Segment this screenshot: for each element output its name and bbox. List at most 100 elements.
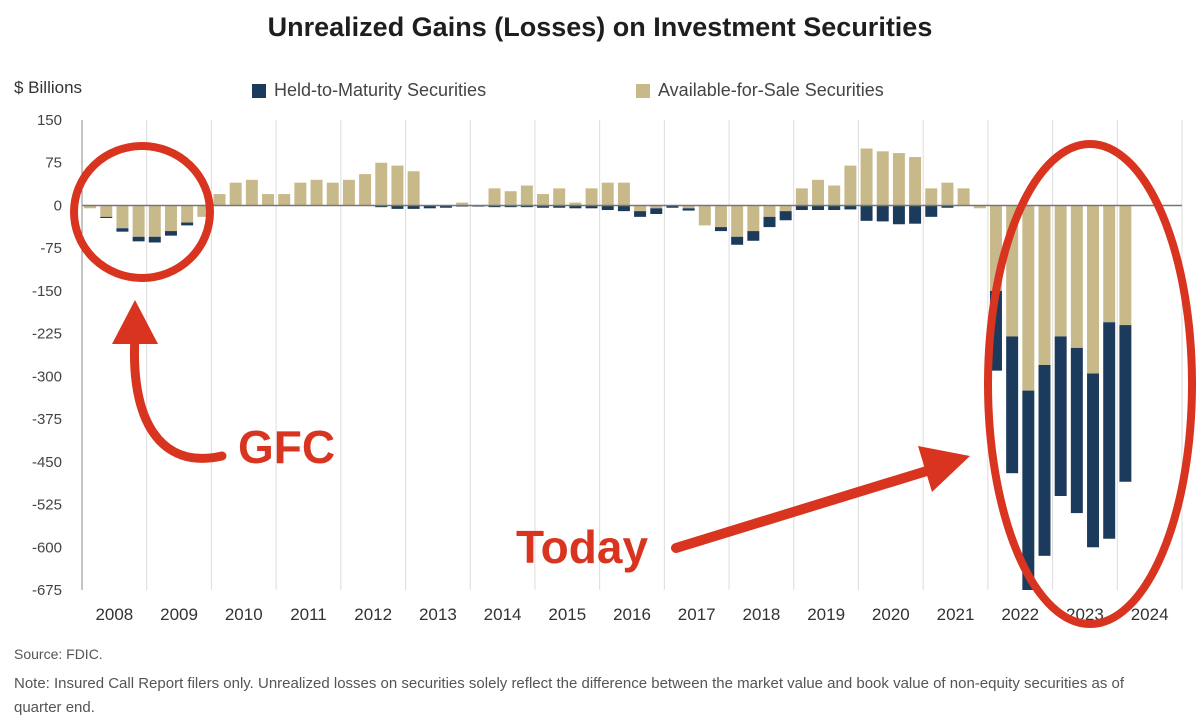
bar-afs xyxy=(391,165,404,206)
legend-item-afs: Available-for-Sale Securities xyxy=(636,80,884,101)
bar-htm xyxy=(1006,336,1019,474)
bar-htm xyxy=(164,231,177,236)
bar-afs xyxy=(456,202,469,206)
bar-afs xyxy=(909,157,922,206)
bar-afs xyxy=(342,179,355,206)
bar-afs xyxy=(148,205,161,237)
x-tick-label: 2019 xyxy=(807,605,845,624)
x-tick-label: 2021 xyxy=(937,605,975,624)
bar-afs xyxy=(1087,205,1100,374)
bar-afs xyxy=(714,205,727,228)
bar-htm xyxy=(132,236,145,242)
bar-htm xyxy=(892,205,905,225)
bar-afs xyxy=(375,162,388,206)
bar-afs xyxy=(1070,205,1083,348)
today-arrow-shaft xyxy=(671,465,935,553)
bar-afs xyxy=(957,188,970,206)
today-highlight-ellipse xyxy=(984,140,1196,628)
y-tick-label: -225 xyxy=(32,326,62,343)
bar-htm xyxy=(731,236,744,245)
annotation-gfc: GFC xyxy=(238,421,336,473)
bar-afs xyxy=(245,179,258,206)
bar-htm xyxy=(1022,390,1035,590)
bar-htm xyxy=(828,205,841,211)
bars xyxy=(84,148,1132,590)
source-note: Source: FDIC. xyxy=(14,646,103,662)
bar-htm xyxy=(1054,336,1067,496)
bar-afs xyxy=(844,165,857,206)
bar-afs xyxy=(682,205,695,209)
annotation-today: Today xyxy=(516,521,649,573)
x-tick-label: 2009 xyxy=(160,605,198,624)
bar-htm xyxy=(876,205,889,222)
bar-afs xyxy=(892,153,905,206)
bar-afs xyxy=(488,188,501,206)
bar-afs xyxy=(860,148,873,206)
bar-afs xyxy=(973,205,986,209)
bar-afs xyxy=(116,205,129,229)
x-tick-label: 2013 xyxy=(419,605,457,624)
bar-afs xyxy=(1006,205,1019,337)
bar-htm xyxy=(553,205,566,208)
bar-htm xyxy=(1070,347,1083,514)
bar-afs xyxy=(763,205,776,217)
bar-htm xyxy=(520,205,533,208)
bar-htm xyxy=(812,205,825,211)
bar-afs xyxy=(100,205,113,217)
x-tick-label: 2008 xyxy=(95,605,133,624)
footnote: Note: Insured Call Report filers only. U… xyxy=(14,675,1125,716)
bar-htm xyxy=(181,222,194,226)
bar-htm xyxy=(537,205,550,208)
bar-afs xyxy=(601,182,614,206)
y-tick-label: -600 xyxy=(32,539,62,556)
bar-afs xyxy=(1022,205,1035,391)
legend-swatch-htm xyxy=(252,83,266,98)
bar-afs xyxy=(634,205,647,212)
bar-htm xyxy=(1087,373,1100,548)
bar-afs xyxy=(1103,205,1116,323)
bar-htm xyxy=(1103,322,1116,539)
bar-htm xyxy=(488,205,501,208)
y-tick-label: 150 xyxy=(37,112,62,129)
bar-htm xyxy=(634,211,647,217)
bar-afs xyxy=(876,151,889,206)
bar-afs xyxy=(359,174,372,206)
y-tick-label: -300 xyxy=(32,368,62,385)
bar-afs xyxy=(537,194,550,206)
bar-htm xyxy=(569,205,582,209)
x-tick-label: 2010 xyxy=(225,605,263,624)
x-tick-label: 2020 xyxy=(872,605,910,624)
gfc-highlight-circle xyxy=(70,142,214,282)
bar-htm xyxy=(423,205,436,209)
x-tick-label: 2024 xyxy=(1131,605,1169,624)
bar-afs xyxy=(795,188,808,206)
bar-afs xyxy=(828,185,841,206)
y-tick-label: -675 xyxy=(32,582,62,599)
y-tick-label: -75 xyxy=(40,240,62,257)
y-tick-label: -375 xyxy=(32,411,62,428)
x-tick-label: 2012 xyxy=(354,605,392,624)
today-arrowhead xyxy=(918,446,970,492)
x-tick-label: 2014 xyxy=(484,605,522,624)
x-tick-label: 2017 xyxy=(678,605,716,624)
bar-afs xyxy=(747,205,760,232)
x-tick-label: 2018 xyxy=(742,605,780,624)
bar-afs xyxy=(989,205,1002,291)
bar-htm xyxy=(439,205,452,208)
gfc-arrow-shaft xyxy=(129,331,227,463)
bar-htm xyxy=(100,216,113,218)
bar-htm xyxy=(795,205,808,211)
bar-htm xyxy=(714,227,727,232)
bar-afs xyxy=(310,179,323,206)
legend-item-htm: Held-to-Maturity Securities xyxy=(252,80,486,101)
legend-label-afs: Available-for-Sale Securities xyxy=(658,80,884,100)
bar-afs xyxy=(650,205,663,209)
legend-swatch-afs xyxy=(636,83,650,98)
bar-afs xyxy=(213,194,226,206)
bar-afs xyxy=(197,205,210,217)
bar-htm xyxy=(601,205,614,211)
bar-htm xyxy=(116,228,129,232)
annotations-layer xyxy=(70,140,1196,628)
bar-htm xyxy=(682,208,695,211)
